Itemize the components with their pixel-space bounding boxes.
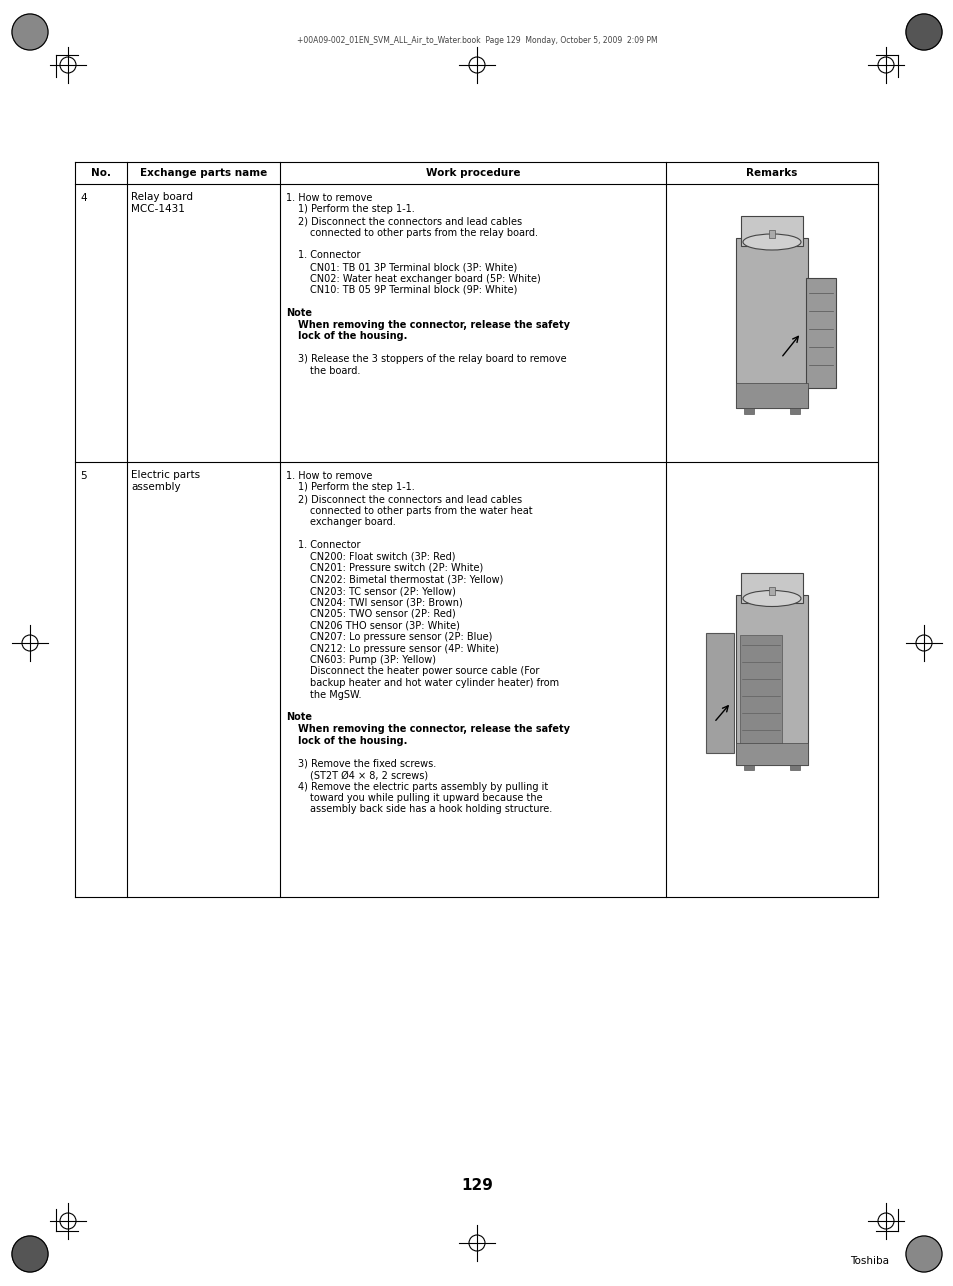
Circle shape (905, 1236, 941, 1272)
Text: CN10: TB 05 9P Terminal block (9P: White): CN10: TB 05 9P Terminal block (9P: White… (310, 285, 517, 294)
Text: 1) Perform the step 1-1.: 1) Perform the step 1-1. (297, 204, 415, 215)
Bar (789, 764, 800, 769)
Text: Work procedure: Work procedure (425, 168, 519, 177)
Text: CN201: Pressure switch (2P: White): CN201: Pressure switch (2P: White) (310, 563, 483, 574)
Ellipse shape (742, 234, 801, 249)
Text: toward you while pulling it upward because the: toward you while pulling it upward becau… (310, 793, 542, 802)
Text: Exchange parts name: Exchange parts name (140, 168, 267, 177)
Circle shape (12, 14, 48, 50)
Text: CN603: Pump (3P: Yellow): CN603: Pump (3P: Yellow) (310, 655, 436, 665)
Bar (735, 742, 807, 764)
Text: Remarks: Remarks (745, 168, 797, 177)
Text: lock of the housing.: lock of the housing. (297, 331, 407, 341)
Text: Note: Note (286, 309, 312, 318)
Bar (740, 216, 802, 246)
Text: 4: 4 (80, 193, 87, 203)
Text: Disconnect the heater power source cable (For: Disconnect the heater power source cable… (310, 666, 538, 676)
Text: backup heater and hot water cylinder heater) from: backup heater and hot water cylinder hea… (310, 678, 558, 688)
Bar (735, 383, 807, 408)
Text: the board.: the board. (310, 365, 360, 376)
Text: Relay board: Relay board (131, 192, 193, 202)
Text: assembly back side has a hook holding structure.: assembly back side has a hook holding st… (310, 805, 552, 814)
Text: When removing the connector, release the safety: When removing the connector, release the… (297, 319, 569, 329)
Text: 3) Release the 3 stoppers of the relay board to remove: 3) Release the 3 stoppers of the relay b… (297, 354, 566, 364)
Text: connected to other parts from the relay board.: connected to other parts from the relay … (310, 228, 537, 238)
Ellipse shape (742, 590, 801, 607)
Text: 129: 129 (460, 1178, 493, 1193)
Text: 1) Perform the step 1-1.: 1) Perform the step 1-1. (297, 482, 415, 493)
Text: 1. How to remove: 1. How to remove (286, 471, 372, 481)
Bar (768, 230, 774, 238)
Text: lock of the housing.: lock of the housing. (297, 736, 407, 746)
Circle shape (12, 1236, 48, 1272)
Text: 2) Disconnect the connectors and lead cables: 2) Disconnect the connectors and lead ca… (297, 216, 521, 226)
Bar (705, 633, 733, 752)
Bar (743, 408, 753, 414)
Text: CN01: TB 01 3P Terminal block (3P: White): CN01: TB 01 3P Terminal block (3P: White… (310, 262, 517, 273)
Text: the MgSW.: the MgSW. (310, 689, 361, 700)
Bar (735, 594, 807, 764)
Text: CN203: TC sensor (2P: Yellow): CN203: TC sensor (2P: Yellow) (310, 586, 456, 595)
Bar (743, 764, 753, 769)
Text: CN205: TWO sensor (2P: Red): CN205: TWO sensor (2P: Red) (310, 610, 456, 619)
Text: When removing the connector, release the safety: When removing the connector, release the… (297, 724, 569, 734)
Text: 5: 5 (80, 471, 87, 481)
Text: CN02: Water heat exchanger board (5P: White): CN02: Water heat exchanger board (5P: Wh… (310, 274, 540, 283)
Text: 1. Connector: 1. Connector (297, 251, 360, 261)
Text: connected to other parts from the water heat: connected to other parts from the water … (310, 505, 532, 516)
Bar (740, 634, 781, 750)
Circle shape (905, 14, 941, 50)
Text: Note: Note (286, 712, 312, 723)
Text: CN200: Float switch (3P: Red): CN200: Float switch (3P: Red) (310, 552, 455, 562)
Text: No.: No. (91, 168, 111, 177)
Bar (735, 238, 807, 408)
Text: MCC-1431: MCC-1431 (131, 204, 185, 213)
Text: CN212: Lo pressure sensor (4P: White): CN212: Lo pressure sensor (4P: White) (310, 643, 498, 653)
Bar (768, 586, 774, 594)
Text: (ST2T Ø4 × 8, 2 screws): (ST2T Ø4 × 8, 2 screws) (310, 770, 428, 781)
Text: +00A09-002_01EN_SVM_ALL_Air_to_Water.book  Page 129  Monday, October 5, 2009  2:: +00A09-002_01EN_SVM_ALL_Air_to_Water.boo… (296, 36, 657, 45)
Text: CN206 THO sensor (3P: White): CN206 THO sensor (3P: White) (310, 621, 459, 630)
Text: CN207: Lo pressure sensor (2P: Blue): CN207: Lo pressure sensor (2P: Blue) (310, 631, 492, 642)
Bar (740, 572, 802, 603)
Text: exchanger board.: exchanger board. (310, 517, 395, 527)
Text: 2) Disconnect the connectors and lead cables: 2) Disconnect the connectors and lead ca… (297, 494, 521, 504)
Bar (805, 278, 835, 388)
Text: 1. How to remove: 1. How to remove (286, 193, 372, 203)
Text: 1. Connector: 1. Connector (297, 540, 360, 550)
Text: 3) Remove the fixed screws.: 3) Remove the fixed screws. (297, 759, 436, 769)
Text: CN204: TWI sensor (3P: Brown): CN204: TWI sensor (3P: Brown) (310, 598, 462, 607)
Text: 4) Remove the electric parts assembly by pulling it: 4) Remove the electric parts assembly by… (297, 782, 548, 791)
Text: CN202: Bimetal thermostat (3P: Yellow): CN202: Bimetal thermostat (3P: Yellow) (310, 575, 503, 585)
Text: assembly: assembly (131, 482, 180, 493)
Text: Toshiba: Toshiba (849, 1256, 888, 1265)
Text: Electric parts: Electric parts (131, 469, 200, 480)
Bar (789, 408, 800, 414)
